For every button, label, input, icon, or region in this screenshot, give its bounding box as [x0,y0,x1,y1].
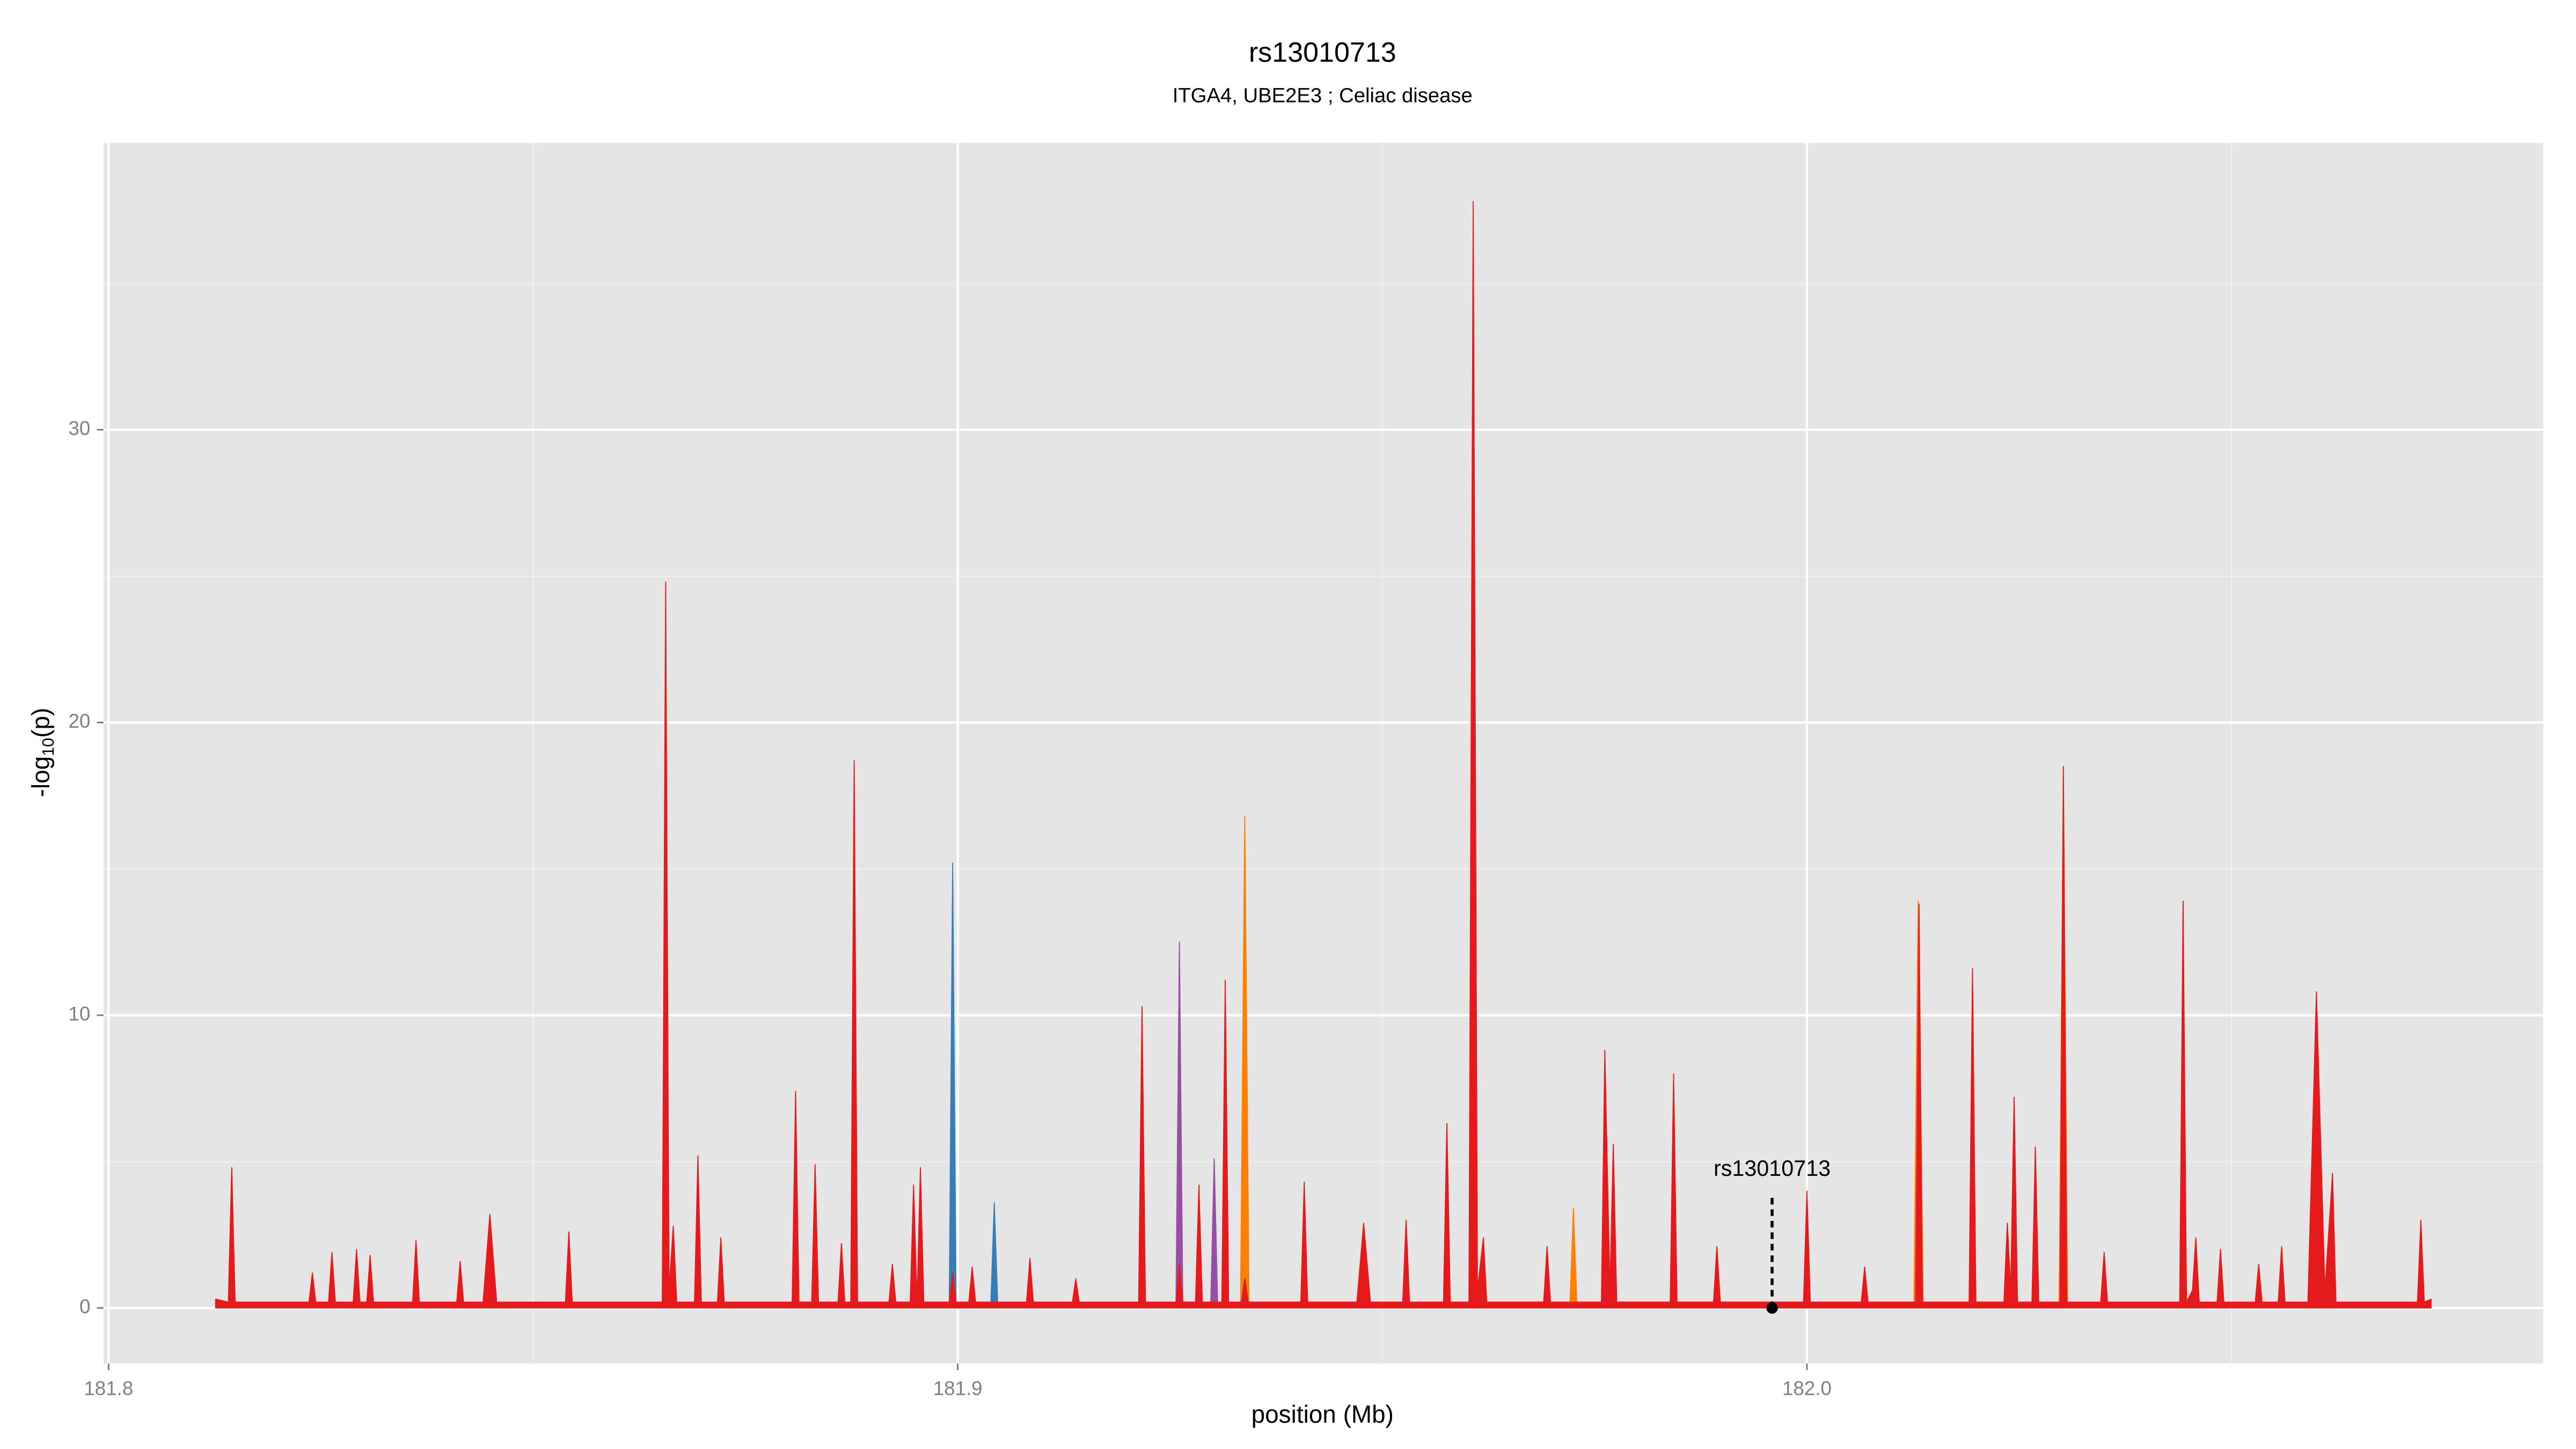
annotation-point [1766,1302,1778,1314]
plot-area: rs13010713 [103,143,2543,1364]
y-tick-label: 30 [69,418,91,440]
area-series [215,201,2432,1309]
y-tick-label: 10 [69,1002,91,1024]
y-label-text: -log [27,756,55,797]
chart-subtitle: ITGA4, UBE2E3 ; Celiac disease [1173,84,1473,107]
y-axis-label: -log10(p) [27,708,57,797]
x-tick-label: 181.9 [933,1377,983,1399]
x-tick-label: 181.8 [84,1377,133,1399]
plot-panel [103,143,2543,1364]
x-axis-label: position (Mb) [1252,1400,1394,1428]
y-tick-label: 20 [69,710,91,732]
y-label-text: (p) [27,708,55,738]
annotation-label: rs13010713 [1714,1156,1831,1181]
x-tick-label: 182.0 [1782,1377,1832,1399]
chart-title: rs13010713 [1249,37,1396,68]
y-label-subscript: 10 [39,738,57,756]
y-tick-label: 0 [79,1296,90,1318]
